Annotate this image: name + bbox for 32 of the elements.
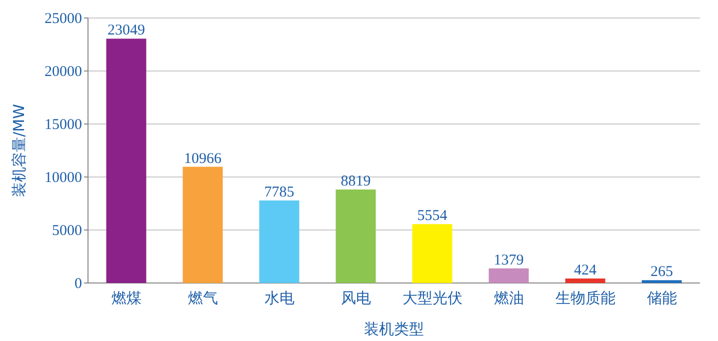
x-axis-title: 装机类型 — [364, 320, 424, 338]
x-tick-label: 风电 — [340, 289, 371, 307]
x-tick-label: 生物质能 — [555, 289, 616, 307]
y-tick-label: 0 — [74, 276, 82, 292]
bar — [488, 268, 529, 283]
x-tick-label: 燃油 — [494, 289, 524, 307]
y-tick-label: 25000 — [44, 11, 82, 27]
data-label: 8819 — [340, 174, 371, 190]
bar — [336, 190, 376, 283]
data-label: 23049 — [108, 22, 145, 39]
y-tick-label: 20000 — [44, 64, 82, 80]
bar — [642, 280, 682, 283]
bar — [565, 278, 606, 283]
x-tick-label: 水电 — [264, 289, 294, 307]
data-label: 10966 — [184, 150, 222, 167]
bar — [412, 224, 452, 283]
data-label: 265 — [650, 264, 673, 280]
bar — [182, 166, 223, 283]
y-axis-title: 装机容量/MW — [10, 104, 28, 197]
data-label: 1379 — [494, 252, 524, 268]
x-tick-label: 储能 — [646, 289, 677, 307]
x-tick-label: 燃气 — [188, 289, 218, 307]
data-label: 5554 — [417, 208, 448, 224]
y-tick-label: 15000 — [44, 117, 82, 133]
data-label: 7785 — [264, 184, 294, 200]
x-tick-label: 大型光伏 — [402, 289, 462, 307]
data-label: 424 — [574, 262, 597, 279]
bar — [106, 38, 146, 283]
y-tick-label: 10000 — [44, 170, 82, 186]
x-tick-label: 燃煤 — [111, 289, 142, 307]
bar — [259, 200, 300, 283]
y-tick-label: 5000 — [52, 223, 82, 239]
